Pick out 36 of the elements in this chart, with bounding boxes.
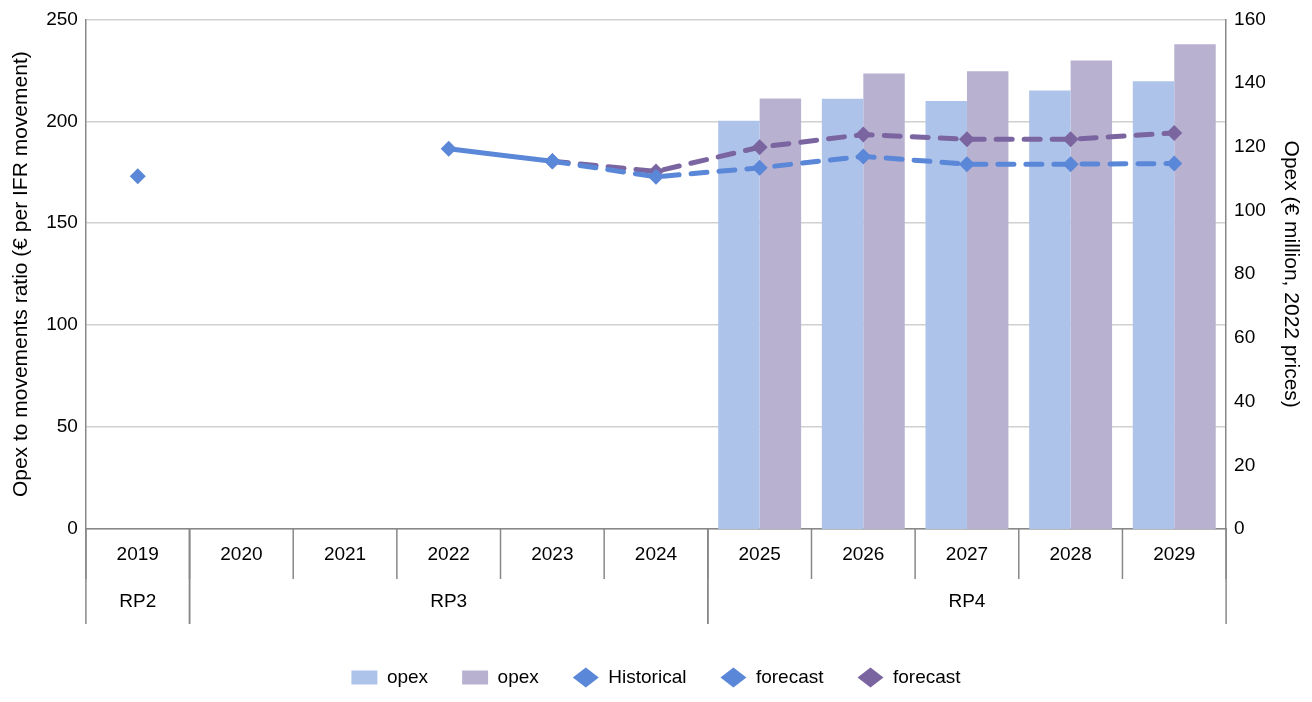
x-tick-label: 2027 xyxy=(945,542,989,564)
y-axis-title: Opex to movements ratio (€ per IFR movement) xyxy=(8,51,32,498)
text: RP4 xyxy=(948,590,986,612)
text: RP3 xyxy=(430,590,468,612)
legend-label: opex xyxy=(386,665,429,687)
y2-tick-label: 120 xyxy=(1234,135,1266,157)
y2-tick-label: 0 xyxy=(1234,517,1245,539)
legend-label: opex xyxy=(497,665,540,687)
y-tick-label: 250 xyxy=(46,7,78,29)
x-tick-label: 2019 xyxy=(116,542,159,564)
y2-tick-label: 160 xyxy=(1234,7,1266,29)
legend-label: forecast xyxy=(755,665,825,687)
y-tick-label: 50 xyxy=(56,415,78,437)
y2-tick-label: 140 xyxy=(1234,71,1266,93)
y2-tick-label: 100 xyxy=(1234,198,1266,220)
y2-tick-label: 40 xyxy=(1234,389,1256,411)
x-tick-label: 2028 xyxy=(1049,542,1092,564)
x-tick-label: 2025 xyxy=(738,542,781,564)
x-tick-label: 2023 xyxy=(531,542,574,564)
x-tick-label: 2022 xyxy=(427,542,470,564)
y-tick-label: 0 xyxy=(67,517,78,539)
y2-tick-label: 60 xyxy=(1234,326,1256,348)
y-tick-label: 100 xyxy=(46,313,78,335)
x-tick-label: 2029 xyxy=(1153,542,1196,564)
x-tick-label: 2021 xyxy=(323,542,367,564)
x-tick-label: 2024 xyxy=(634,542,678,564)
y2-tick-label: 20 xyxy=(1234,453,1256,475)
text: RP2 xyxy=(119,590,157,612)
y2-tick-label: 80 xyxy=(1234,262,1256,284)
y2-axis-title: Opex (€ million, 2022 prices) xyxy=(1280,140,1304,408)
x-tick-label: 2020 xyxy=(220,542,263,564)
y-tick-label: 150 xyxy=(46,211,78,233)
x-tick-label: 2026 xyxy=(842,542,885,564)
y-tick-label: 200 xyxy=(46,109,78,131)
legend-label: Historical xyxy=(608,665,687,687)
legend-label: forecast xyxy=(893,665,962,687)
